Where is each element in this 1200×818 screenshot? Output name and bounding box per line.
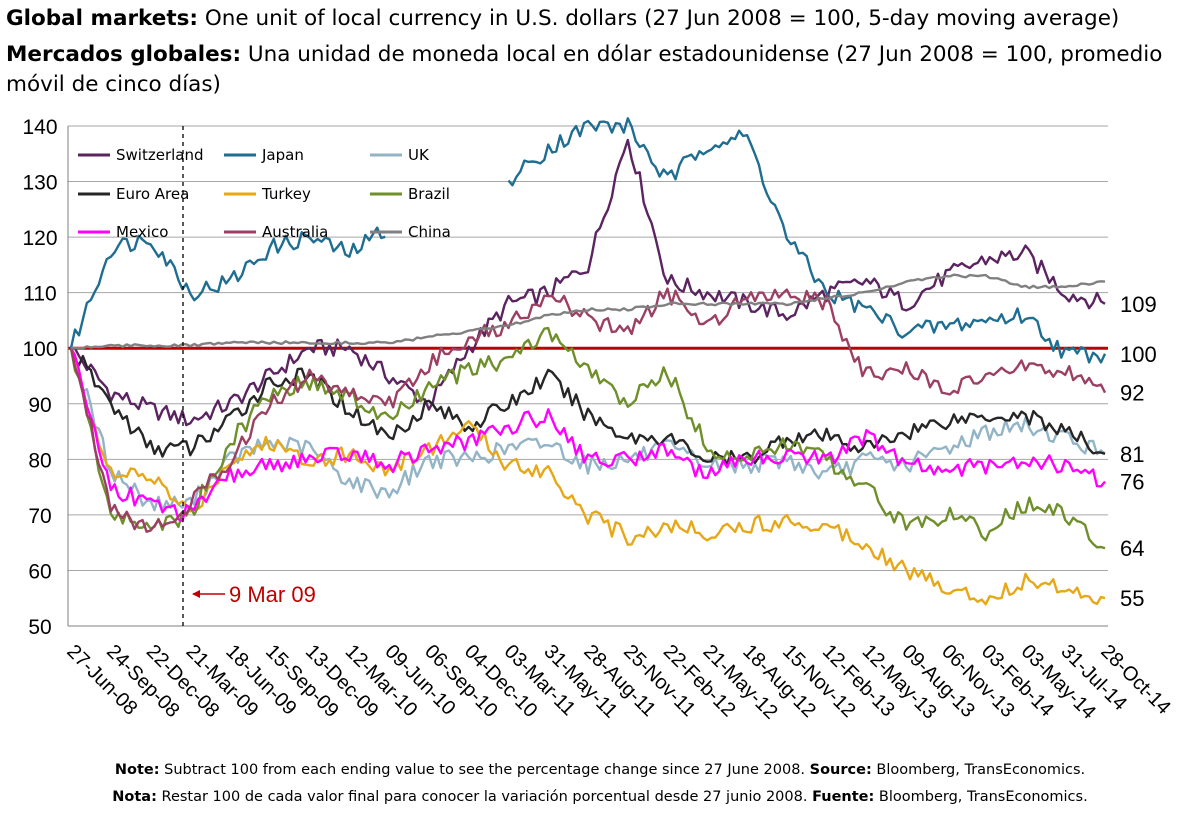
- y-tick-label: 70: [28, 505, 51, 528]
- end-label-japan: 100: [1120, 342, 1157, 367]
- y-tick-label: 100: [22, 338, 57, 361]
- note-spanish: Nota: Restar 100 de cada valor final par…: [112, 789, 1088, 805]
- x-axis-ticks: 27-Jun-0824-Sep-0822-Dec-0821-Mar-0918-J…: [62, 640, 1174, 723]
- legend-label: Turkey: [261, 185, 311, 203]
- series-line-switzerland: [70, 138, 1106, 427]
- end-label-euro-area: 81: [1120, 442, 1144, 467]
- y-tick-label: 60: [28, 560, 51, 583]
- end-label-australia: 92: [1120, 381, 1144, 406]
- series-line-mexico: [69, 347, 1106, 523]
- legend-label: Brazil: [408, 185, 450, 203]
- y-tick-label: 50: [28, 616, 51, 639]
- series-line-japan: [507, 117, 1107, 364]
- annotation-arrow-head: [192, 590, 200, 598]
- y-tick-label: 80: [28, 449, 51, 472]
- y-tick-label: 130: [22, 172, 57, 195]
- chart-title-english: Global markets: One unit of local curren…: [6, 6, 1120, 31]
- series-lines: [69, 117, 1107, 606]
- end-label-switzerland: 109: [1120, 292, 1157, 317]
- series-line-china: [70, 273, 1106, 350]
- series-line-turkey: [69, 347, 1106, 606]
- series-line-euro-area: [69, 347, 1106, 467]
- annotation-9-mar-09: 9 Mar 09: [182, 126, 316, 626]
- legend: Switzerland Japan UK Euro Area Turkey Brazil M…: [78, 146, 451, 241]
- end-label-brazil: 64: [1120, 536, 1144, 561]
- legend-label: Mexico: [116, 223, 168, 241]
- series-line-brazil: [69, 326, 1106, 550]
- legend-label: Switzerland: [116, 146, 204, 164]
- legend-label: China: [408, 223, 451, 241]
- legend-label: Japan: [261, 146, 304, 164]
- y-tick-label: 120: [22, 227, 57, 250]
- end-value-labels: 109 100 81 55 64 76 92: [1120, 292, 1157, 611]
- y-tick-label: 140: [22, 116, 57, 139]
- series-line-uk: [69, 347, 1106, 512]
- series-line-australia: [69, 287, 1107, 533]
- y-tick-label: 110: [23, 283, 56, 306]
- end-label-mexico: 76: [1120, 470, 1144, 495]
- y-axis-ticks: 50 60 70 80 90 100 110 120 130 140: [22, 116, 57, 639]
- y-tick-label: 90: [28, 394, 51, 417]
- axes: [67, 126, 1108, 627]
- legend-label: UK: [408, 146, 430, 164]
- note-english: Note: Subtract 100 from each ending valu…: [114, 762, 1086, 778]
- chart-title-spanish: Mercados globales: Una unidad de moneda …: [6, 42, 1163, 97]
- end-label-turkey: 55: [1120, 586, 1144, 611]
- legend-label: Australia: [262, 223, 328, 241]
- legend-label: Euro Area: [116, 185, 189, 203]
- annotation-label: 9 Mar 09: [229, 582, 316, 607]
- series-line-japan: [69, 226, 386, 349]
